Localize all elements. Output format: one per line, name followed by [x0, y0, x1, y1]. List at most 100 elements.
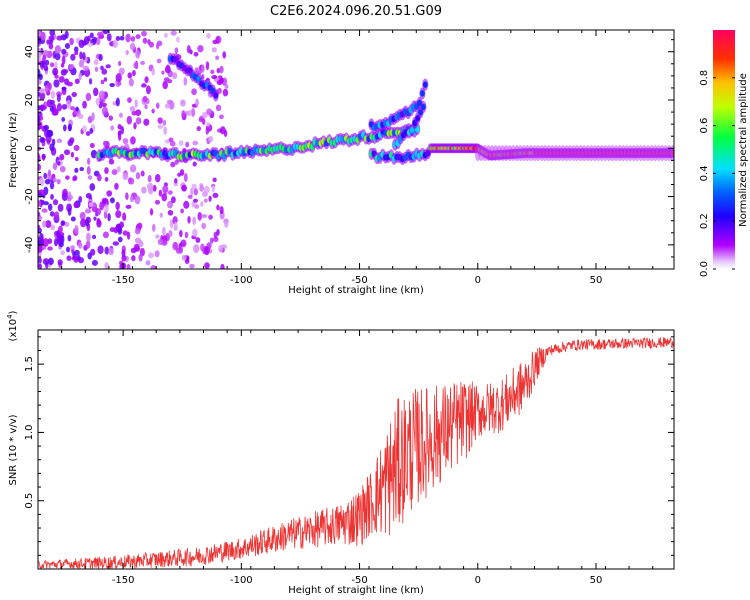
spectrogram-blob: [56, 103, 62, 112]
spectrogram-blob: [142, 95, 148, 103]
spectrogram-blob: [96, 31, 104, 37]
spectrogram-blob: [157, 124, 164, 129]
spectrogram-blob: [43, 201, 49, 206]
spectrogram-blob: [83, 36, 90, 45]
spectrogram-blob: [200, 201, 204, 207]
spectrogram-blob: [187, 194, 193, 199]
spectrogram-blob: [61, 117, 66, 122]
spectrogram-blob: [104, 246, 110, 255]
spectrogram-blob: [143, 118, 150, 126]
spectrogram-blob: [104, 167, 109, 175]
spectrogram-blob: [41, 208, 48, 213]
spectrogram-blob: [172, 241, 179, 251]
spectrogram-blob: [140, 170, 145, 177]
spectrogram-blob: [122, 138, 129, 145]
spectrogram-blob: [109, 227, 116, 233]
spectrogram-blob: [115, 201, 120, 211]
spectrogram-blob: [422, 81, 428, 88]
spectrogram-blob: [134, 195, 141, 205]
spectrogram-blob: [201, 118, 206, 126]
spectrogram-blob: [128, 78, 134, 87]
spectrogram-blob: [126, 115, 133, 125]
spectrogram-blob: [86, 232, 91, 242]
spectrogram-blob: [85, 208, 90, 214]
spectrogram-blob: [180, 239, 187, 248]
spectrogram-blob: [206, 32, 211, 39]
spectrogram-blob: [125, 192, 129, 200]
spectrogram-blob: [157, 238, 164, 246]
spectrogram-blob: [56, 93, 61, 103]
spectrogram-blob: [162, 119, 167, 126]
spectrogram-blob: [38, 115, 41, 124]
spectrogram-blob: [62, 188, 68, 198]
spectrogram-blob: [169, 140, 176, 147]
spectrogram-blob: [192, 216, 197, 226]
spectrogram-blob: [134, 227, 141, 235]
spectrogram-blob: [51, 110, 58, 116]
spectrogram-blob: [183, 76, 188, 86]
spectrogram-blob: [61, 104, 68, 110]
spectrogram-blob: [181, 254, 187, 261]
spectrogram-blob: [102, 231, 109, 239]
spectrogram-blob: [164, 103, 170, 109]
spectrogram-blob: [119, 35, 125, 41]
spectrogram-blob: [145, 260, 151, 266]
spectrogram-blob: [52, 177, 57, 182]
spectrogram-blob: [46, 39, 50, 45]
spectrogram-blob: [219, 126, 226, 135]
spectrogram-blob: [82, 100, 87, 109]
spectrogram-blob: [61, 86, 67, 91]
spectrogram-blob: [212, 192, 219, 199]
spectrogram-blob: [156, 58, 162, 64]
spectrogram-blob: [208, 195, 212, 202]
spectrogram-blob: [44, 85, 49, 93]
spectrogram-blob: [152, 223, 156, 232]
spectrogram-blob: [176, 36, 180, 43]
spectrogram-blob: [168, 230, 173, 238]
spectrogram-blob: [88, 78, 93, 85]
spectrogram-blob: [203, 198, 208, 203]
spectrogram-blob: [61, 220, 66, 226]
snr-x-tick-label: 0: [475, 575, 481, 586]
spectrogram-blob: [59, 165, 66, 173]
spectrogram-blob: [66, 255, 72, 261]
spectrogram-blob: [141, 186, 147, 194]
spectrogram-blob: [219, 206, 224, 215]
spectrogram-blob: [183, 173, 188, 183]
spectrogram-blob: [212, 177, 217, 183]
spectrogram-blob: [101, 68, 108, 75]
colorbar-tick-label: 0.4: [699, 165, 710, 181]
spectrogram-blob: [140, 60, 145, 65]
spectrogram-blob: [74, 156, 79, 162]
spectrogram-blob: [132, 70, 136, 77]
spectrogram-blob: [409, 126, 415, 133]
spectrogram-blob: [112, 241, 119, 246]
spectrogram-blob: [79, 166, 85, 172]
spectrogram-blob: [58, 241, 64, 248]
spectrogram-blob: [38, 47, 41, 53]
snr-series-line: [38, 337, 674, 569]
spectrogram-blob: [169, 219, 174, 229]
spectrogram-blob: [78, 59, 84, 68]
spectrogram-blob: [47, 169, 52, 177]
spectrogram-blob: [118, 67, 125, 76]
spectrogram-blob: [133, 61, 139, 69]
spectrogram-blob: [192, 140, 199, 146]
spectrogram-blob: [115, 223, 121, 233]
spectrogram-blob: [59, 153, 65, 161]
colorbar-gradient: [713, 30, 735, 269]
colorbar: 0.0 0.2 0.4 0.6 0.8 Normalized spectral ampl…: [699, 30, 749, 277]
spectrogram-blob: [70, 151, 75, 158]
spectrogram-blob: [106, 33, 112, 42]
spectrogram-blob: [215, 104, 222, 112]
spectrogram-blob: [80, 218, 87, 228]
spectrogram-blob: [174, 47, 179, 54]
spectrogram-blob: [166, 99, 173, 105]
spectrogram-blob: [200, 243, 205, 252]
spectrogram-blob: [193, 51, 199, 57]
spectrogram-blob: [38, 106, 41, 111]
snr-x-tick-label: -50: [351, 575, 367, 586]
spectrogram-blob: [669, 145, 674, 162]
spectrogram-x-tick-label: 0: [475, 275, 481, 286]
spectrogram-blob: [89, 183, 96, 191]
